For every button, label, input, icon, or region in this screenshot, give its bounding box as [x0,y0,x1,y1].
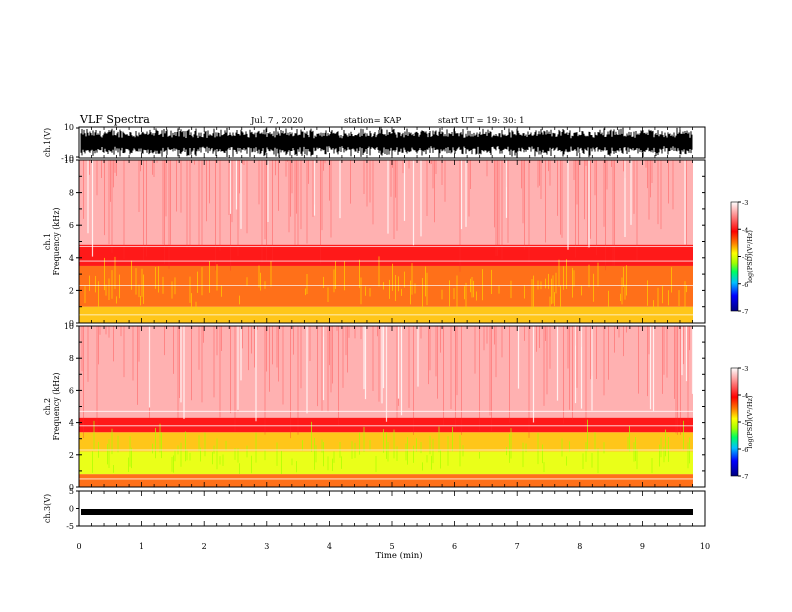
y-axis-label: ch.1(V) [43,128,52,157]
x-tick-label: 3 [264,542,269,551]
x-tick-label: 4 [327,542,332,551]
colorbar-tick-label: -4 [742,226,748,234]
colorbar-label: log(PSD)(V²/Hz) [746,395,754,448]
waveform-ch1-trace [80,127,693,158]
x-tick-label: 10 [700,542,710,551]
y-axis-label: ch.3(V) [43,494,52,523]
colorbar-tick-label: -3 [742,199,748,207]
colorbar-gradient [730,367,739,477]
spectrogram-ch2-texture [148,326,694,423]
x-tick-label: 2 [202,542,207,551]
y-tick-label: 4 [69,254,74,263]
colorbar-label: log(PSD)(V²/Hz) [746,230,754,283]
date-label: Jul. 7 , 2020 [250,116,303,126]
y-tick-label: 0 [69,483,74,492]
spectrogram-ch2-band [79,451,693,475]
time-axis: 0 1 2 3 4 5 6 7 8 9 10 Time (min) [76,542,710,561]
spectrogram-ch1-band [79,265,693,307]
figure-title: VLF Spectra [79,113,150,126]
y-tick-label: -5 [66,522,74,531]
colorbar-ch1: -3 -4 -5 -6 -7 log(PSD)(V²/Hz) [730,199,754,316]
spectrogram-ch1-texture [87,160,686,257]
spectrogram-ch2-band [79,474,693,487]
y-tick-label: 6 [69,386,74,395]
y-tick-label: 0 [69,505,74,514]
y-tick-label: 10 [64,156,74,165]
spectrogram-ch2-band [79,417,693,433]
colorbar-ch2: -3 -4 -5 -6 -7 log(PSD)(V²/Hz) [730,365,754,481]
spectrogram-ch1-texture [84,256,687,310]
waveform-ch3-panel: 5 0 -5 ch.3(V) [43,487,706,531]
colorbar-tick-label: -4 [742,392,748,400]
y-tick-label: 0 [69,319,74,328]
y-tick-label: 10 [64,322,74,331]
y-tick-label: 5 [69,487,74,496]
spectrogram-ch2-band [79,432,693,452]
y-tick-label: 8 [69,189,74,198]
spectrogram-ch1-panel: 0 2 4 6 8 10 ch.1 Frequency (kHz) [43,156,706,328]
spectrogram-ch1-edge [693,160,705,323]
y-tick-label: 2 [69,451,74,460]
x-tick-label: 7 [515,542,520,551]
colorbar-tick-label: -6 [742,446,748,454]
spectrogram-ch2-texture [92,419,690,475]
x-tick-label: 5 [389,542,394,551]
y-axis-label: Frequency (kHz) [52,372,61,440]
colorbar-tick-label: -7 [742,473,748,481]
x-tick-label: 9 [640,542,645,551]
x-axis-label: Time (min) [375,550,422,561]
colorbar-tick-label: -7 [742,308,748,316]
start-time-label: start UT = 19: 30: 1 [438,116,525,126]
colorbar-tick-label: -5 [742,419,748,427]
colorbar-tick-label: -5 [742,254,748,262]
y-tick-label: 2 [69,286,74,295]
spectrogram-ch1-band [79,244,693,266]
y-tick-label: 4 [69,419,74,428]
x-tick-label: 1 [139,542,144,551]
y-axis-label: Frequency (kHz) [52,207,61,275]
station-label: station= KAP [344,116,402,126]
x-tick-label: 6 [452,542,457,551]
y-axis-label: ch.2 [43,398,52,415]
colorbar-tick-label: -3 [742,365,748,373]
colorbar-gradient [730,201,739,312]
x-tick-label: 8 [577,542,582,551]
colorbar-tick-label: -6 [742,281,748,289]
y-tick-label: 8 [69,354,74,363]
y-axis-label: ch.1 [43,233,52,250]
y-tick-label: -10 [61,154,74,163]
waveform-ch3-frame [78,490,706,527]
y-tick-label: 10 [64,123,74,132]
spectrogram-ch2-panel: 0 2 4 6 8 10 ch.2 Frequency (kHz) [43,322,706,492]
spectrogram-ch2-edge [693,326,705,487]
y-tick-label: 6 [69,221,74,230]
x-tick-label: 0 [76,542,81,551]
waveform-ch3-trace [81,509,693,515]
spectrogram-ch1-band [79,160,693,245]
